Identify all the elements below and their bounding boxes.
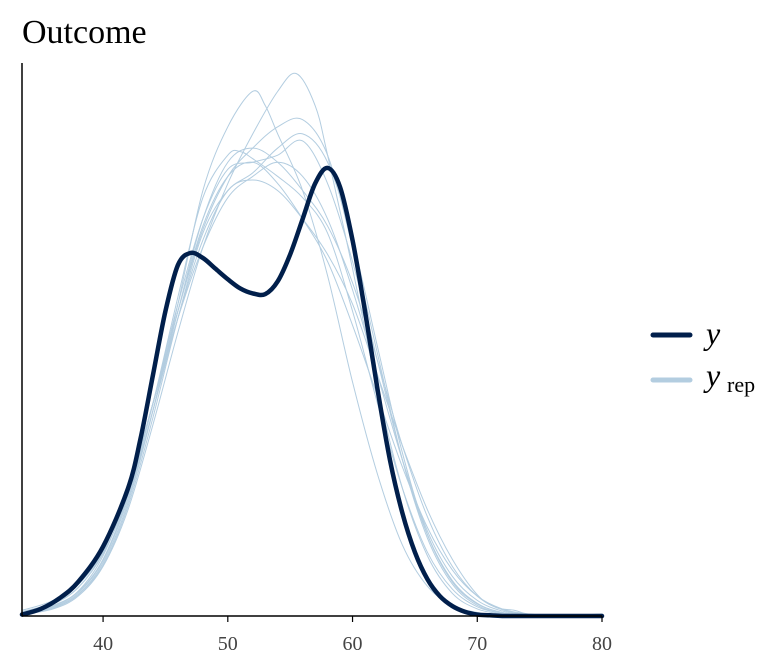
legend-label-yrep: y xyxy=(703,357,721,393)
x-tick-label-40: 40 xyxy=(93,633,113,655)
x-tick-label-80: 80 xyxy=(592,633,612,655)
legend-label-y: y xyxy=(703,315,721,351)
observed-density-line-group xyxy=(19,165,605,619)
replicated-density-line-3 xyxy=(21,72,603,617)
legend-label-yrep-subscript: rep xyxy=(727,372,755,397)
x-tick-label-60: 60 xyxy=(343,633,363,655)
observed-density-line xyxy=(19,165,605,619)
replicated-density-line-8 xyxy=(21,179,603,617)
replicated-density-line-7 xyxy=(21,133,603,617)
chart-title: Outcome xyxy=(22,14,147,51)
replicated-density-line-4 xyxy=(21,139,603,617)
legend: y y rep xyxy=(650,315,755,397)
x-axis-ticks: 40 50 60 70 80 xyxy=(93,616,612,655)
x-tick-label-50: 50 xyxy=(218,633,238,655)
x-tick-label-70: 70 xyxy=(467,633,487,655)
